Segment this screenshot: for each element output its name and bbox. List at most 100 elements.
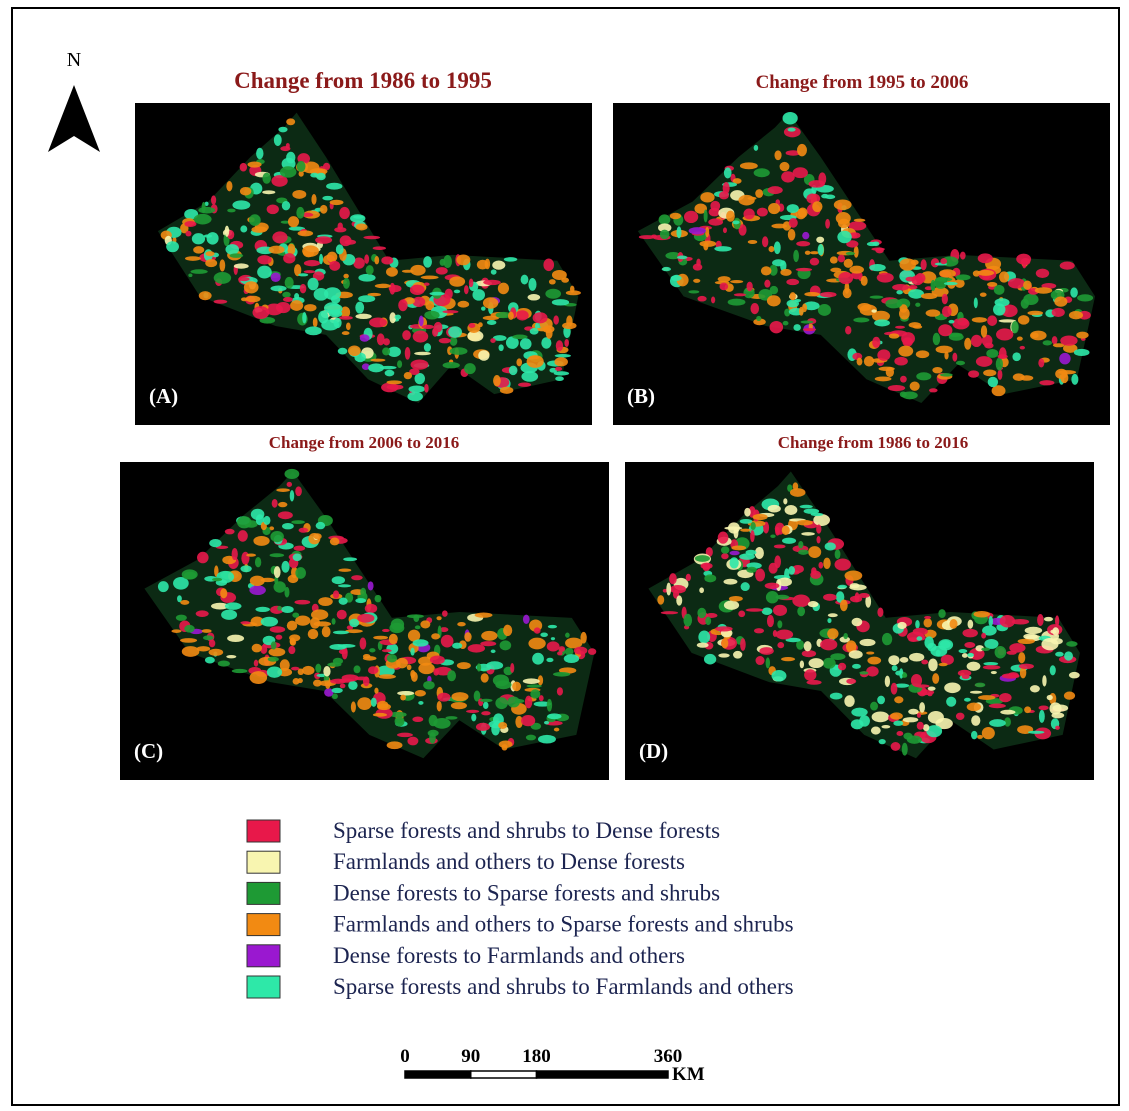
change-patch [808, 601, 819, 607]
change-patch [543, 259, 554, 272]
change-patch [197, 552, 209, 563]
change-patch [909, 322, 922, 328]
change-patch [1027, 311, 1043, 315]
change-patch [316, 522, 326, 529]
change-patch [397, 733, 413, 737]
change-patch [272, 231, 287, 243]
change-patch [193, 246, 204, 253]
change-patch [1043, 340, 1052, 345]
change-patch [661, 611, 678, 614]
change-patch [478, 322, 483, 327]
change-patch [356, 223, 368, 230]
change-patch [419, 315, 424, 326]
change-patch [375, 595, 382, 603]
change-patch [698, 631, 710, 644]
change-patch [234, 263, 249, 268]
change-patch [1036, 269, 1049, 278]
change-patch [1023, 294, 1038, 305]
change-patch [415, 625, 421, 629]
change-patch [395, 315, 401, 320]
change-patch [923, 724, 929, 731]
change-patch [853, 318, 869, 323]
change-patch [413, 330, 429, 342]
change-patch [557, 651, 563, 655]
change-patch [677, 226, 682, 238]
change-patch [566, 290, 581, 295]
change-patch [387, 741, 403, 749]
change-patch [554, 357, 568, 366]
change-patch [783, 498, 787, 504]
change-patch [729, 596, 743, 601]
change-patch [424, 311, 439, 320]
change-patch [940, 373, 953, 377]
change-patch [1019, 664, 1034, 669]
change-patch [843, 288, 852, 298]
change-patch [994, 285, 1005, 295]
change-patch [292, 613, 299, 618]
map-panel [120, 462, 609, 780]
change-patch [547, 713, 561, 719]
change-patch [796, 520, 813, 526]
change-patch [989, 719, 1006, 727]
change-patch [298, 230, 314, 236]
change-patch [360, 334, 370, 341]
change-patch [916, 372, 931, 380]
change-patch [801, 532, 815, 536]
change-patch [746, 608, 764, 612]
change-patch [944, 282, 958, 285]
change-patch [789, 218, 798, 228]
change-patch [721, 553, 728, 559]
change-patch [271, 641, 277, 649]
change-patch [209, 649, 224, 656]
change-patch [891, 742, 901, 751]
change-patch [1070, 287, 1078, 297]
change-patch [888, 385, 905, 391]
change-patch [705, 227, 709, 237]
change-patch [960, 252, 966, 260]
change-patch [452, 643, 462, 649]
change-patch [753, 514, 768, 520]
change-patch [348, 345, 361, 356]
change-patch [516, 358, 522, 366]
change-patch [792, 595, 810, 608]
change-patch [910, 381, 920, 390]
change-patch [412, 717, 423, 722]
change-patch [666, 583, 671, 596]
legend-swatch [247, 976, 280, 998]
change-patch [885, 676, 890, 688]
change-patch [424, 282, 430, 285]
change-patch [768, 186, 783, 194]
change-patch [549, 279, 556, 284]
change-patch [823, 594, 837, 601]
change-patch [249, 214, 261, 226]
change-patch [429, 292, 444, 296]
change-patch [820, 639, 837, 651]
change-patch [262, 173, 271, 184]
change-patch [719, 283, 728, 291]
change-patch [988, 616, 993, 627]
legend-label: Sparse forests and shrubs to Farmlands a… [333, 974, 794, 999]
change-patch [1055, 615, 1059, 626]
change-patch [558, 646, 565, 652]
change-patch [987, 282, 997, 287]
change-patch [893, 721, 903, 726]
change-patch [487, 320, 497, 325]
change-patch [261, 617, 278, 627]
change-patch [892, 665, 898, 671]
change-patch [917, 722, 924, 730]
change-patch [191, 269, 208, 274]
change-patch [247, 162, 261, 168]
change-patch [942, 306, 952, 317]
scale-segment [537, 1071, 669, 1078]
change-patch [927, 692, 932, 696]
map-panel [625, 462, 1094, 780]
scale-unit: KM [672, 1064, 705, 1085]
change-patch [921, 293, 938, 299]
change-patch [483, 280, 501, 285]
change-patch [981, 633, 986, 639]
change-patch [816, 536, 820, 543]
change-patch [1039, 380, 1054, 385]
change-patch [385, 370, 395, 377]
change-patch [432, 327, 438, 336]
change-patch [899, 258, 916, 270]
